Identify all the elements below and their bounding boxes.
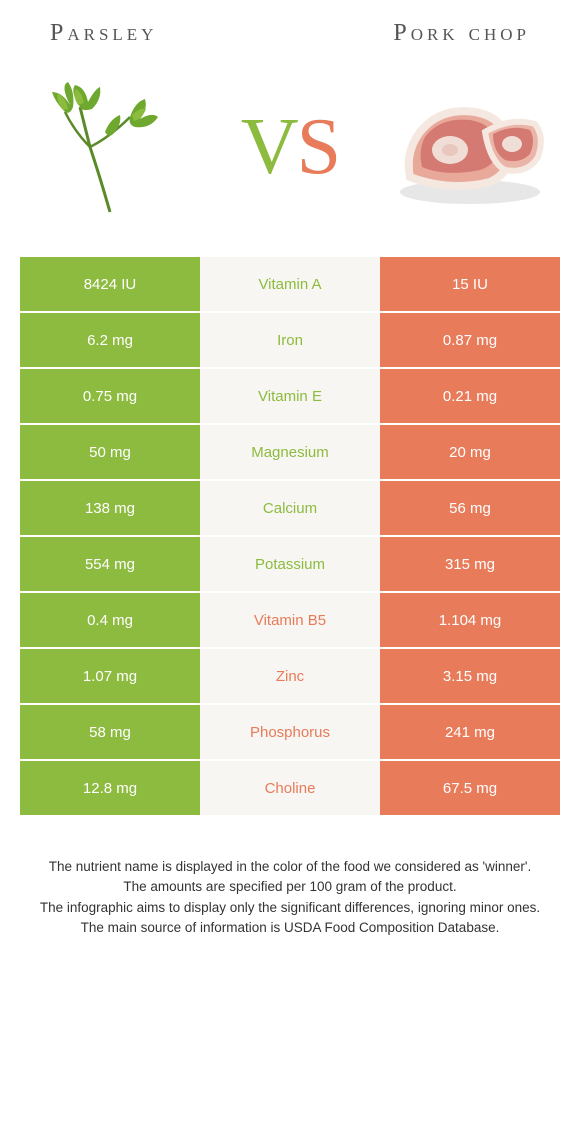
header: Parsley Pork chop <box>0 0 580 57</box>
right-value: 0.21 mg <box>380 369 560 423</box>
nutrient-name: Magnesium <box>200 425 380 479</box>
nutrient-row: 12.8 mgCholine67.5 mg <box>20 761 560 817</box>
right-value: 56 mg <box>380 481 560 535</box>
nutrient-row: 554 mgPotassium315 mg <box>20 537 560 593</box>
vs-v: V <box>241 103 297 191</box>
right-value: 1.104 mg <box>380 593 560 647</box>
left-value: 138 mg <box>20 481 200 535</box>
nutrient-name: Phosphorus <box>200 705 380 759</box>
nutrient-table: 8424 IUVitamin A15 IU6.2 mgIron0.87 mg0.… <box>20 257 560 817</box>
nutrient-name: Choline <box>200 761 380 815</box>
nutrient-row: 6.2 mgIron0.87 mg <box>20 313 560 369</box>
images-row: VS <box>0 57 580 257</box>
right-value: 20 mg <box>380 425 560 479</box>
left-value: 50 mg <box>20 425 200 479</box>
nutrient-row: 8424 IUVitamin A15 IU <box>20 257 560 313</box>
nutrient-row: 0.75 mgVitamin E0.21 mg <box>20 369 560 425</box>
left-value: 0.4 mg <box>20 593 200 647</box>
footer-notes: The nutrient name is displayed in the co… <box>0 817 580 958</box>
parsley-icon <box>40 77 180 217</box>
right-value: 3.15 mg <box>380 649 560 703</box>
left-value: 0.75 mg <box>20 369 200 423</box>
left-value: 6.2 mg <box>20 313 200 367</box>
footer-line-4: The main source of information is USDA F… <box>30 918 550 938</box>
parsley-image <box>30 72 190 222</box>
nutrient-name: Calcium <box>200 481 380 535</box>
porkchop-icon <box>390 82 550 212</box>
right-value: 15 IU <box>380 257 560 311</box>
vs-s: S <box>297 103 340 191</box>
left-value: 8424 IU <box>20 257 200 311</box>
right-food-title: Pork chop <box>393 20 530 47</box>
right-value: 67.5 mg <box>380 761 560 815</box>
left-food-title: Parsley <box>50 20 157 47</box>
right-value: 315 mg <box>380 537 560 591</box>
porkchop-image <box>390 72 550 222</box>
left-value: 12.8 mg <box>20 761 200 815</box>
right-value: 0.87 mg <box>380 313 560 367</box>
footer-line-1: The nutrient name is displayed in the co… <box>30 857 550 877</box>
right-value: 241 mg <box>380 705 560 759</box>
nutrient-name: Zinc <box>200 649 380 703</box>
footer-line-2: The amounts are specified per 100 gram o… <box>30 877 550 897</box>
nutrient-name: Potassium <box>200 537 380 591</box>
nutrient-name: Iron <box>200 313 380 367</box>
nutrient-name: Vitamin B5 <box>200 593 380 647</box>
nutrient-row: 0.4 mgVitamin B51.104 mg <box>20 593 560 649</box>
nutrient-name: Vitamin A <box>200 257 380 311</box>
left-value: 554 mg <box>20 537 200 591</box>
nutrient-row: 50 mgMagnesium20 mg <box>20 425 560 481</box>
left-value: 1.07 mg <box>20 649 200 703</box>
nutrient-row: 1.07 mgZinc3.15 mg <box>20 649 560 705</box>
footer-line-3: The infographic aims to display only the… <box>30 898 550 918</box>
left-value: 58 mg <box>20 705 200 759</box>
nutrient-row: 138 mgCalcium56 mg <box>20 481 560 537</box>
vs-label: VS <box>241 102 339 193</box>
nutrient-row: 58 mgPhosphorus241 mg <box>20 705 560 761</box>
nutrient-name: Vitamin E <box>200 369 380 423</box>
